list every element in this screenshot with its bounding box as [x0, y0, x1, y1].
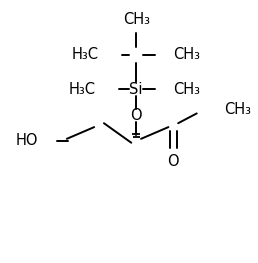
- Text: HO: HO: [16, 133, 38, 148]
- Text: Si: Si: [130, 82, 143, 97]
- Text: CH₃: CH₃: [224, 102, 251, 117]
- Text: O: O: [130, 108, 142, 123]
- Text: CH₃: CH₃: [123, 12, 150, 27]
- Text: O: O: [167, 154, 179, 169]
- Text: CH₃: CH₃: [173, 82, 200, 97]
- Text: H₃C: H₃C: [68, 82, 95, 97]
- Text: H₃C: H₃C: [72, 47, 99, 62]
- Text: CH₃: CH₃: [173, 47, 200, 62]
